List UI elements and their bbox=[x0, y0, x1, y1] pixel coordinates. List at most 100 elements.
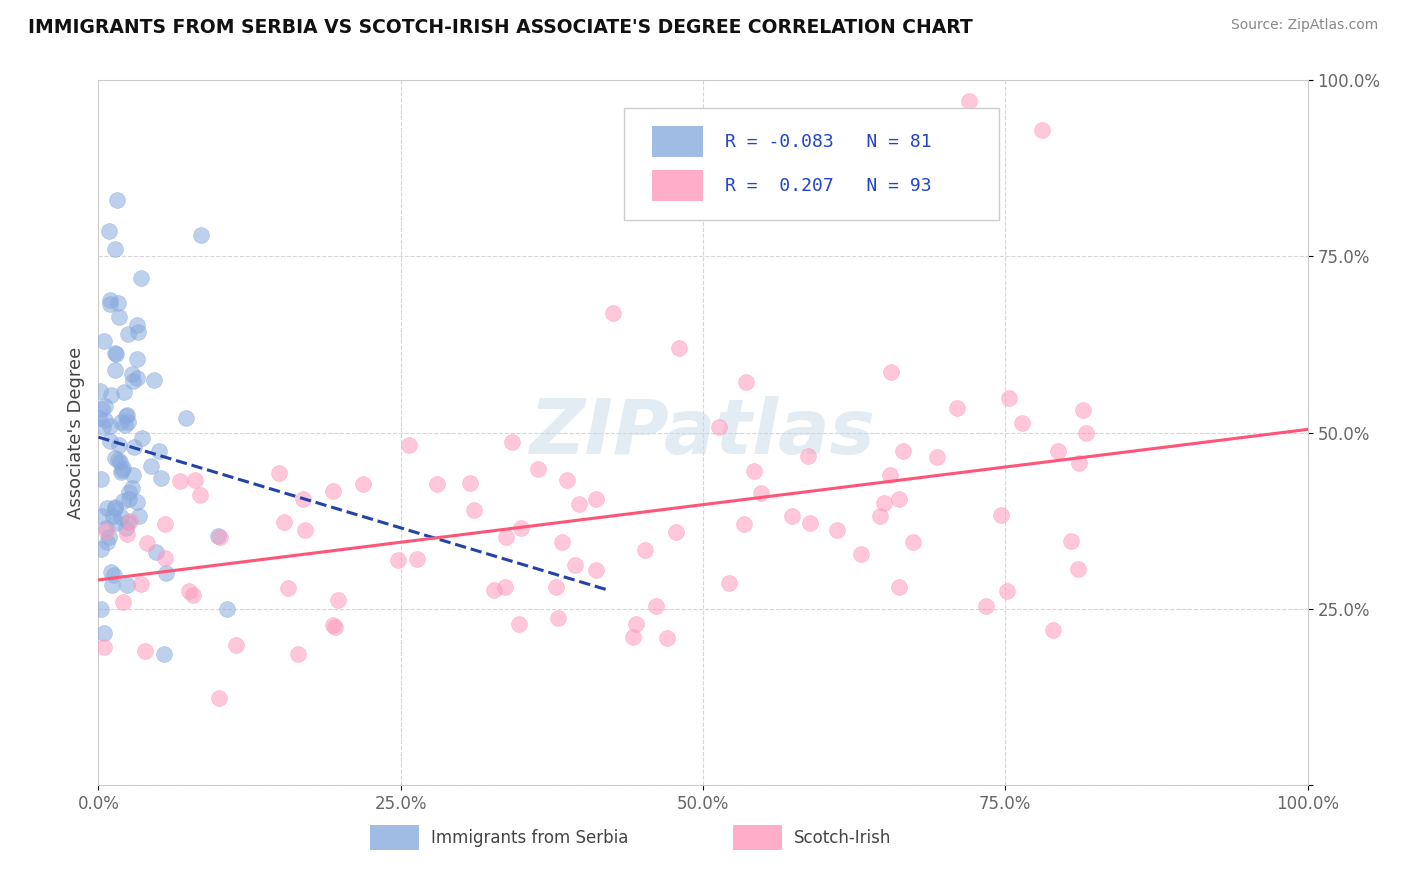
Point bbox=[183, 474, 205, 488]
Point bbox=[94, 399, 117, 413]
Point bbox=[717, 576, 740, 591]
Point bbox=[91, 402, 114, 417]
Point bbox=[974, 599, 997, 613]
Point bbox=[494, 580, 516, 594]
Point bbox=[104, 346, 127, 360]
Point bbox=[96, 535, 118, 549]
Point bbox=[155, 551, 177, 566]
Point bbox=[87, 410, 110, 425]
Point bbox=[117, 326, 139, 341]
Point bbox=[93, 334, 115, 348]
Point bbox=[93, 420, 115, 434]
Point bbox=[709, 419, 731, 434]
Point bbox=[90, 602, 112, 616]
Point bbox=[208, 690, 231, 705]
Point bbox=[644, 599, 666, 614]
Point bbox=[141, 458, 163, 473]
Point bbox=[621, 630, 644, 644]
Point bbox=[551, 535, 574, 549]
Point bbox=[117, 492, 139, 507]
Point bbox=[665, 524, 688, 539]
Point bbox=[104, 516, 127, 530]
Point bbox=[169, 475, 191, 489]
Point bbox=[104, 242, 127, 256]
Point bbox=[273, 515, 295, 529]
Point bbox=[291, 492, 314, 507]
Point bbox=[122, 374, 145, 388]
Point bbox=[322, 617, 344, 632]
Point bbox=[115, 578, 138, 592]
Point bbox=[901, 535, 924, 549]
Point bbox=[101, 578, 124, 592]
Text: Immigrants from Serbia: Immigrants from Serbia bbox=[432, 829, 628, 847]
Bar bbox=[371, 825, 419, 850]
Point bbox=[945, 401, 967, 415]
Point bbox=[749, 485, 772, 500]
Point bbox=[148, 444, 170, 458]
Point bbox=[1046, 444, 1069, 458]
Point bbox=[111, 463, 134, 477]
Point bbox=[460, 476, 482, 491]
Point bbox=[463, 503, 485, 517]
Point bbox=[91, 509, 114, 524]
Point bbox=[352, 477, 374, 491]
Point bbox=[114, 520, 136, 534]
Point bbox=[120, 514, 142, 528]
Point bbox=[546, 580, 568, 594]
Point bbox=[602, 306, 624, 320]
Point bbox=[104, 347, 127, 361]
Point bbox=[406, 552, 429, 566]
Point bbox=[1074, 426, 1097, 441]
Point bbox=[110, 465, 132, 479]
Point bbox=[104, 500, 127, 515]
Point bbox=[110, 416, 132, 430]
Point bbox=[509, 521, 531, 535]
Point bbox=[585, 563, 607, 577]
Point bbox=[387, 553, 409, 567]
Point bbox=[495, 530, 517, 544]
Point bbox=[1067, 456, 1090, 470]
Point bbox=[998, 391, 1021, 405]
Point bbox=[267, 466, 290, 480]
Point bbox=[124, 440, 146, 454]
Point bbox=[129, 270, 152, 285]
Point bbox=[889, 580, 911, 594]
Text: ZIPatlas: ZIPatlas bbox=[530, 396, 876, 469]
Point bbox=[129, 576, 152, 591]
Point bbox=[122, 467, 145, 482]
Point bbox=[98, 434, 121, 448]
Point bbox=[398, 438, 420, 452]
Point bbox=[131, 431, 153, 445]
Point bbox=[1042, 623, 1064, 637]
Point bbox=[155, 566, 177, 581]
Point bbox=[501, 435, 523, 450]
Point bbox=[107, 296, 129, 310]
Point bbox=[89, 384, 111, 399]
Point bbox=[96, 520, 118, 534]
Point bbox=[104, 363, 127, 377]
Point bbox=[134, 644, 156, 658]
Point bbox=[93, 413, 115, 427]
Point bbox=[103, 509, 125, 524]
Point bbox=[1067, 561, 1090, 575]
Point bbox=[100, 565, 122, 579]
Point bbox=[100, 388, 122, 402]
Point bbox=[111, 461, 134, 475]
Point bbox=[115, 409, 138, 423]
Point bbox=[94, 524, 117, 538]
Point bbox=[997, 583, 1019, 598]
Point bbox=[287, 647, 309, 661]
Point bbox=[127, 371, 149, 385]
Point bbox=[177, 584, 200, 599]
Point bbox=[110, 510, 132, 524]
Point bbox=[1060, 534, 1083, 549]
Point bbox=[585, 491, 607, 506]
Point bbox=[1071, 402, 1094, 417]
Point bbox=[825, 523, 848, 537]
Point bbox=[889, 491, 911, 506]
Point bbox=[108, 310, 131, 325]
Point bbox=[225, 638, 247, 652]
Point bbox=[626, 616, 648, 631]
Point bbox=[634, 543, 657, 558]
Point bbox=[742, 464, 765, 478]
